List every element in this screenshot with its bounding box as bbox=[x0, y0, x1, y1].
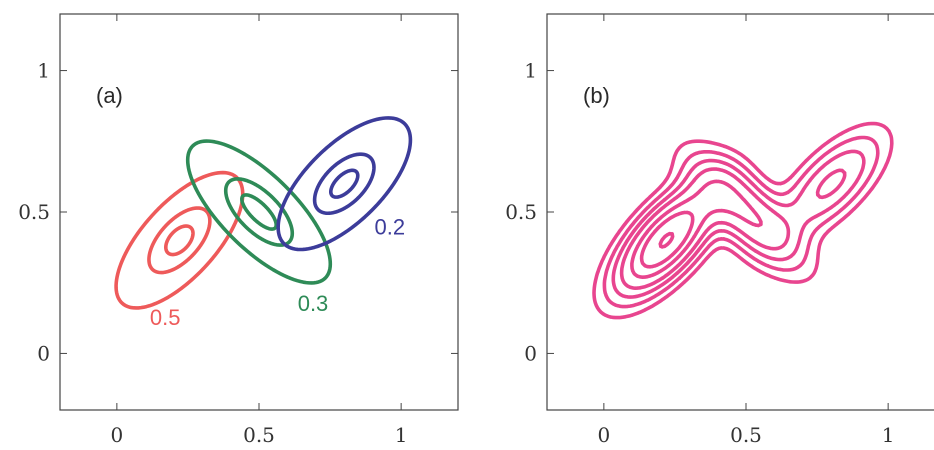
weight-label-0: 0.5 bbox=[150, 305, 181, 330]
y-ticks-a: 00.51 bbox=[18, 59, 458, 365]
contour-b-level-2 bbox=[611, 149, 866, 299]
contour-a-2-2 bbox=[276, 116, 413, 252]
weight-labels-a: 0.5 0.3 0.2 bbox=[150, 215, 405, 331]
contour-a-1-0 bbox=[240, 193, 278, 231]
y-tick-label-b-2: 1 bbox=[524, 59, 537, 83]
panel-a: 0 0.5 1 00.51 (a) 0.50.30.2 bbox=[18, 13, 459, 447]
contours-a bbox=[114, 116, 413, 310]
contour-a-0-2 bbox=[114, 170, 245, 310]
y-tick-label-b-0: 0 bbox=[524, 341, 537, 365]
y-tick-label-a-0: 0 bbox=[37, 341, 50, 365]
contour-a-1-1 bbox=[223, 177, 295, 247]
x-ticks-b: 0 0.5 1 bbox=[597, 14, 895, 447]
x-tick-label-b-1: 0.5 bbox=[730, 423, 762, 447]
x-tick-label-b-0: 0 bbox=[597, 423, 610, 447]
x-tick-label-b-2: 1 bbox=[882, 423, 895, 447]
contour-a-0-1 bbox=[147, 206, 212, 275]
panel-b: 0 0.5 1 00.51 (b) bbox=[505, 13, 934, 447]
plot-frame-b bbox=[546, 13, 934, 411]
contours-b bbox=[592, 121, 894, 320]
contour-a-2-1 bbox=[312, 152, 376, 216]
contour-b-level-3 bbox=[619, 167, 847, 290]
contour-b-level-4 bbox=[630, 179, 763, 279]
y-tick-label-a-1: 0.5 bbox=[18, 200, 50, 224]
y-ticks-b: 00.51 bbox=[505, 59, 554, 365]
y-tick-label-a-2: 1 bbox=[37, 59, 50, 83]
panel-label-b: (b) bbox=[583, 83, 610, 108]
panel-label-a: (a) bbox=[96, 83, 123, 108]
x-tick-label-a-1: 0.5 bbox=[243, 423, 275, 447]
weight-label-1: 0.3 bbox=[298, 291, 329, 316]
weight-label-2: 0.2 bbox=[374, 215, 405, 240]
x-ticks-a: 0 0.5 1 bbox=[110, 14, 408, 447]
x-tick-label-a-0: 0 bbox=[110, 423, 123, 447]
x-tick-label-a-2: 1 bbox=[395, 423, 408, 447]
contour-a-2-0 bbox=[329, 168, 360, 199]
contour-b-level-6 bbox=[658, 231, 675, 249]
contour-b-level-1 bbox=[602, 135, 880, 309]
contour-a-0-0 bbox=[164, 224, 195, 257]
contour-b-level-5 bbox=[639, 210, 695, 269]
contour-a-1-2 bbox=[185, 139, 333, 285]
plot-frame-a bbox=[59, 13, 459, 411]
contour-b-level-0 bbox=[592, 121, 894, 320]
y-tick-label-b-1: 0.5 bbox=[505, 200, 537, 224]
